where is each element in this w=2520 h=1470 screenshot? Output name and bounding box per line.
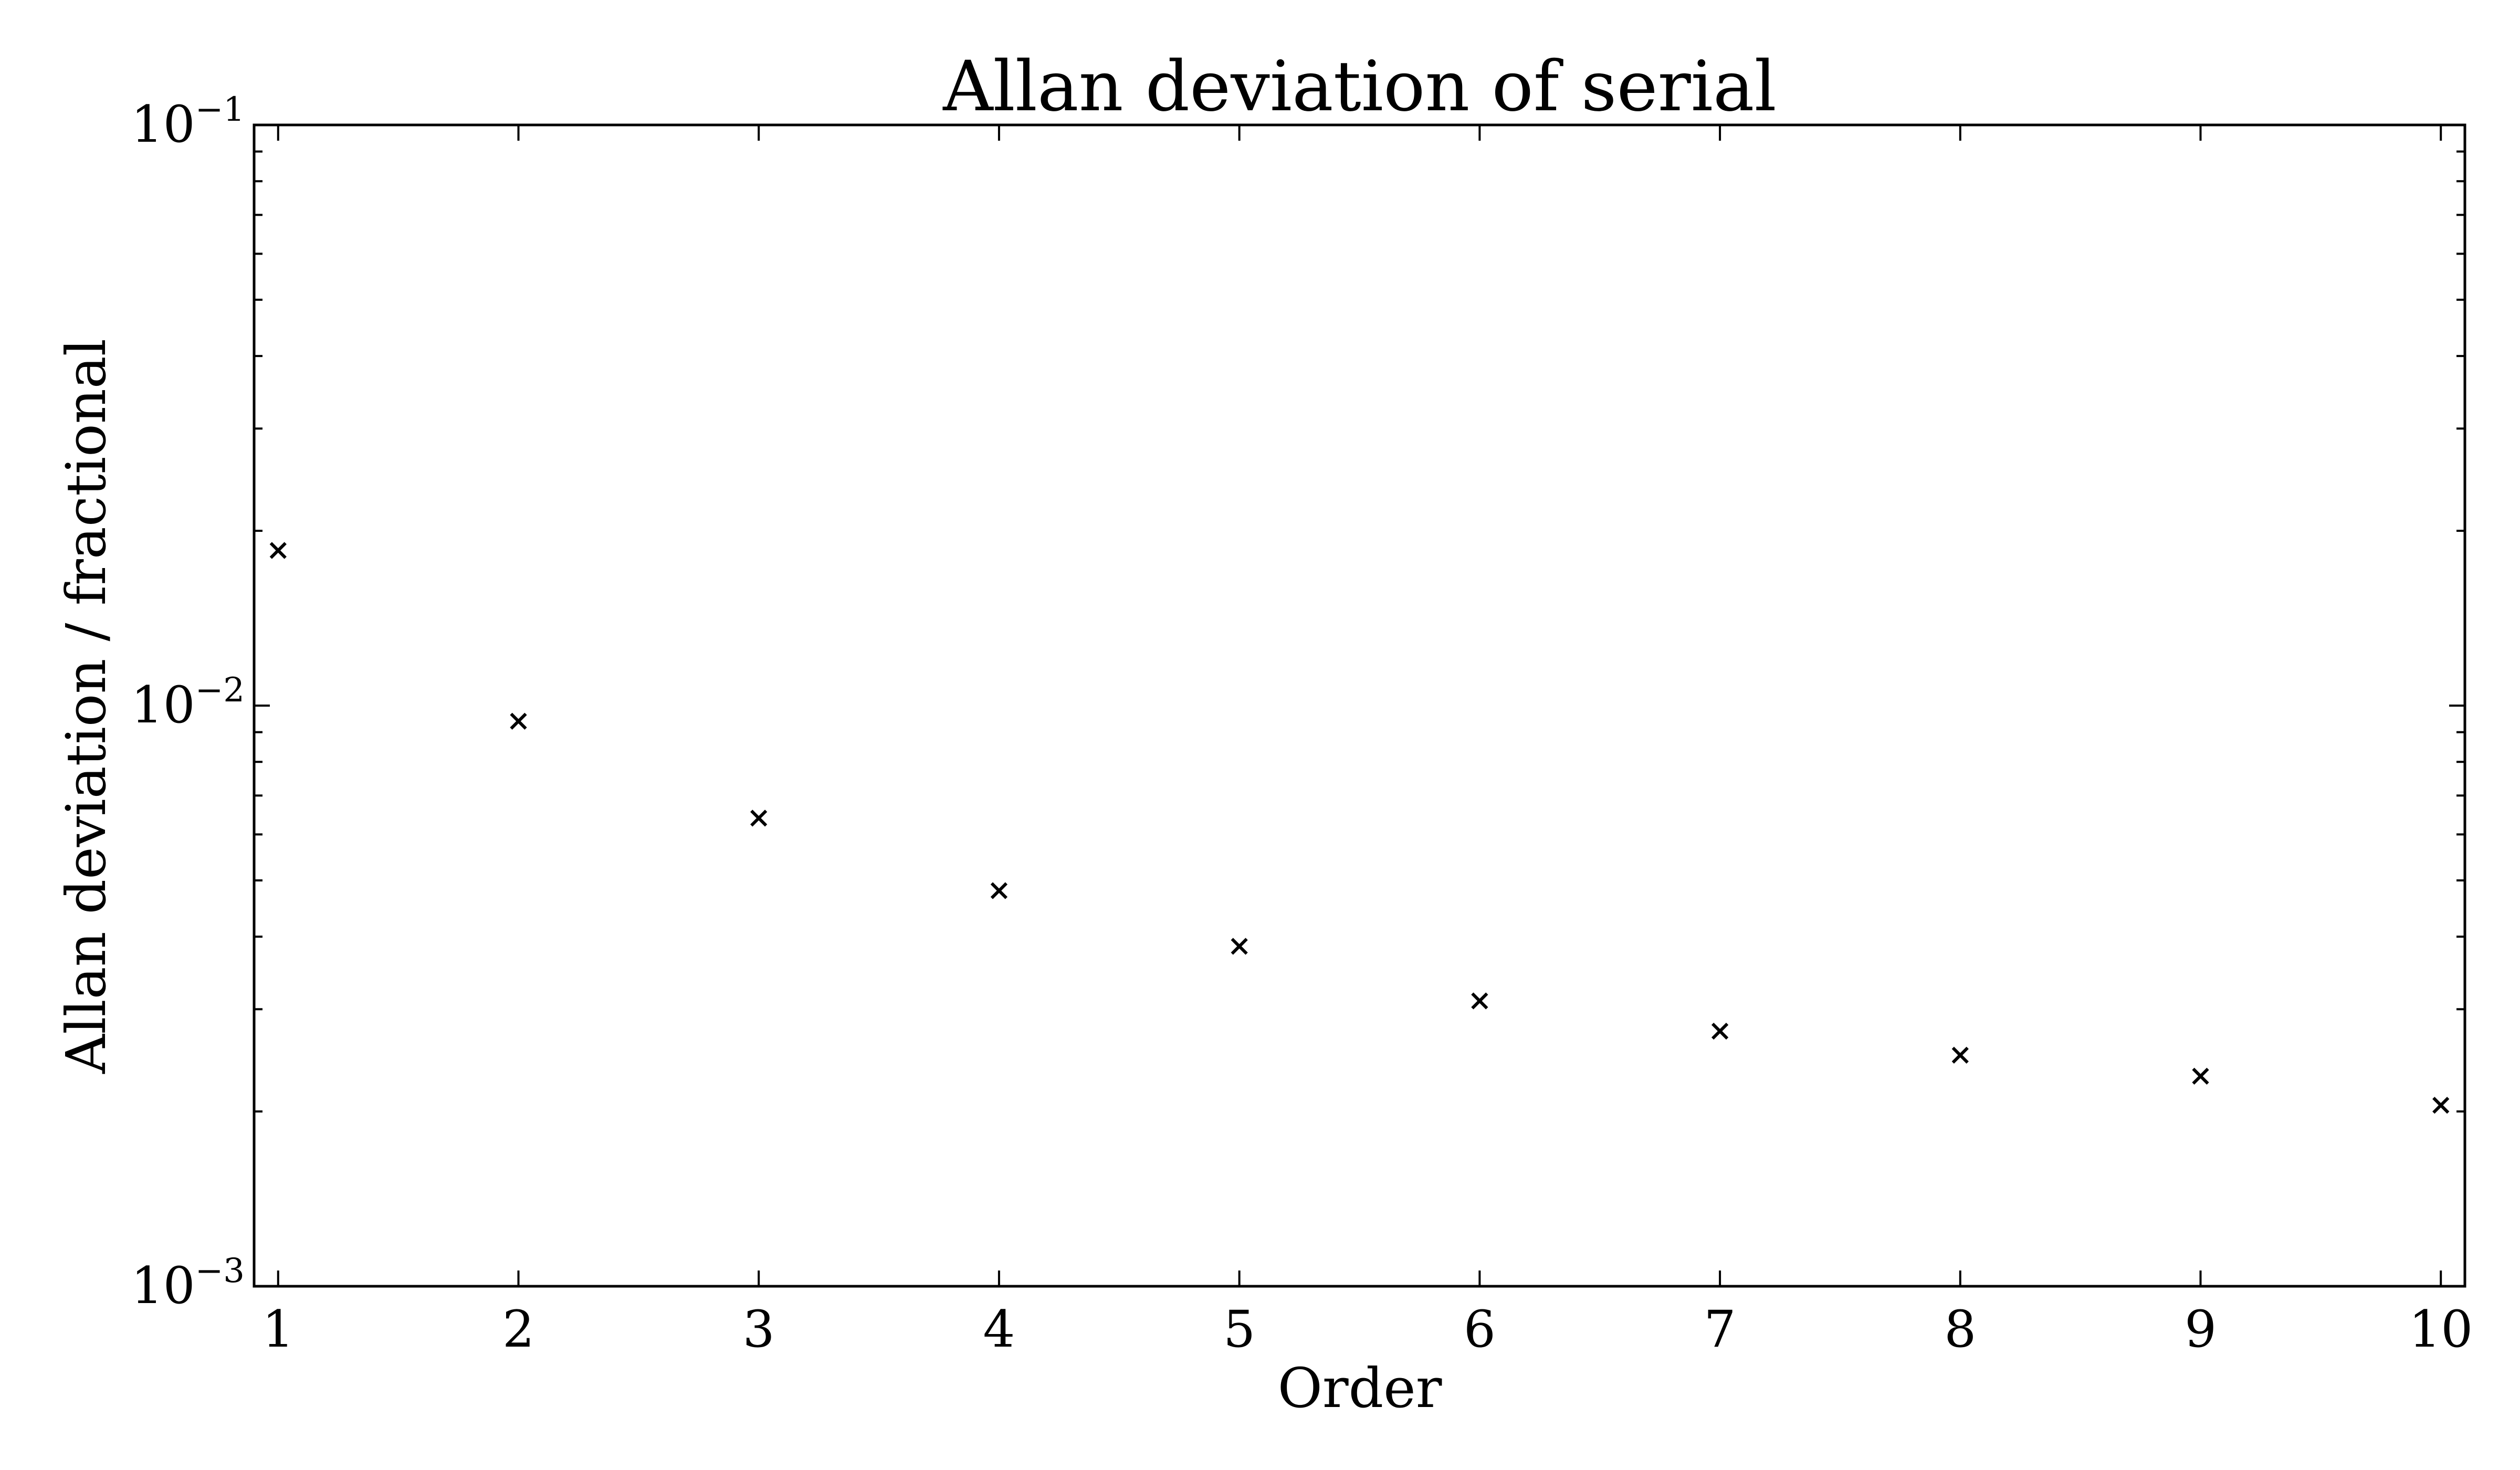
axis-ticks bbox=[254, 124, 2465, 1287]
x-tick-label: 5 bbox=[1223, 1300, 1255, 1359]
data-point bbox=[510, 712, 527, 730]
x-axis-label: Order bbox=[1278, 1356, 1442, 1420]
y-tick-label: 10−1 bbox=[131, 90, 245, 154]
x-tick-label: 2 bbox=[502, 1300, 534, 1359]
x-tick-label: 3 bbox=[743, 1300, 775, 1359]
x-tick-label: 7 bbox=[1704, 1300, 1736, 1359]
data-point bbox=[2432, 1097, 2450, 1114]
data-point bbox=[269, 542, 287, 559]
data-point-stroke bbox=[1951, 1046, 1969, 1064]
data-point bbox=[1471, 992, 1488, 1010]
x-tick-label: 9 bbox=[2185, 1300, 2217, 1359]
y-axis-label: Allan deviation / fractional bbox=[54, 339, 118, 1074]
data-point-stroke bbox=[750, 810, 768, 827]
data-point-stroke bbox=[269, 542, 287, 559]
data-point-stroke bbox=[2192, 1067, 2209, 1085]
x-tick-label: 6 bbox=[1464, 1300, 1496, 1359]
x-tick-label: 10 bbox=[2409, 1300, 2473, 1359]
x-tick-label: 1 bbox=[262, 1300, 294, 1359]
data-point-stroke bbox=[1711, 1022, 1729, 1040]
tick-labels: 1 2 3 4 5 6 7 8 9 10 10−3 10−2 10−1 bbox=[131, 90, 2473, 1359]
data-point bbox=[2192, 1067, 2209, 1085]
data-point bbox=[1711, 1022, 1729, 1040]
data-point-stroke bbox=[1471, 992, 1488, 1010]
chart-title: Allan deviation of serial bbox=[942, 46, 1777, 127]
data-point-stroke bbox=[510, 712, 527, 730]
data-points bbox=[269, 542, 2450, 1114]
x-tick-label: 4 bbox=[983, 1300, 1015, 1359]
data-point bbox=[990, 882, 1008, 899]
x-tick-label: 8 bbox=[1944, 1300, 1976, 1359]
data-point bbox=[1951, 1046, 1969, 1064]
y-tick-label: 10−2 bbox=[131, 671, 245, 734]
data-point bbox=[1231, 938, 1248, 955]
data-point-stroke bbox=[990, 882, 1008, 899]
data-point-stroke bbox=[2432, 1097, 2450, 1114]
data-point-stroke bbox=[1231, 938, 1248, 955]
data-point bbox=[750, 810, 768, 827]
y-tick-label: 10−3 bbox=[131, 1252, 245, 1315]
plot-frame bbox=[253, 123, 2466, 1288]
